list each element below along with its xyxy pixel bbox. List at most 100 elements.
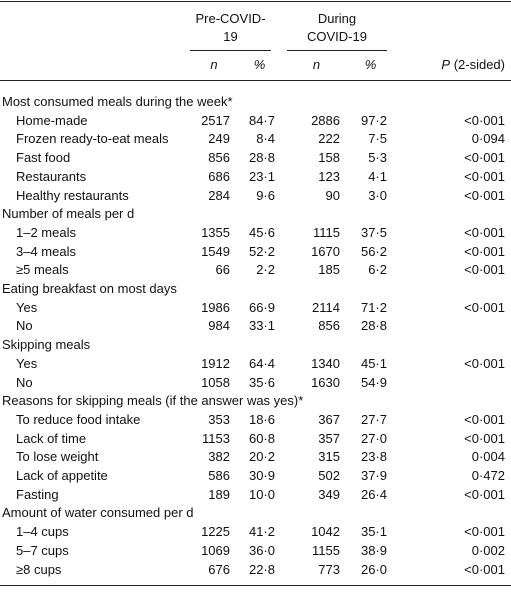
cell-value: 2886 (311, 112, 340, 128)
p-value: 0·002 (471, 542, 505, 558)
section-row: Eating breakfast on most days (0, 280, 511, 299)
cell-value: 60·8 (248, 430, 275, 446)
cell-value: 1225 (201, 524, 230, 540)
cell-value: 676 (208, 561, 230, 577)
p-value: <0·001 (464, 112, 505, 128)
cell-value: 1069 (201, 542, 230, 558)
data-row: 3–4 meals 1549 52·2 1670 56·2 <0·001 (0, 243, 511, 262)
section-row: Amount of water consumed per d (0, 504, 511, 523)
p-value (387, 317, 511, 336)
cell-value: 35·6 (248, 374, 275, 390)
cell-value: 26·4 (360, 486, 387, 502)
row-label: No (16, 318, 33, 334)
cell-value: 123 (318, 168, 340, 184)
data-row: 1–2 meals 1355 45·6 1115 37·5 <0·001 (0, 224, 511, 243)
section-row: Most consumed meals during the week* (0, 81, 511, 112)
cell-value: 6·2 (368, 262, 387, 278)
cell-value: 20·2 (248, 449, 275, 465)
p-value: <0·001 (464, 150, 505, 166)
data-row: Lack of appetite 586 30·9 502 37·9 0·472 (0, 467, 511, 486)
row-label: Fast food (16, 150, 71, 166)
cell-value: 1058 (201, 374, 230, 390)
row-label: 1–2 meals (16, 224, 76, 240)
cell-value: 249 (208, 131, 230, 147)
group-header: Pre-COVID-19 (190, 10, 271, 51)
section-title: Reasons for skipping meals (if the answe… (2, 393, 304, 409)
cell-value: 33·1 (248, 318, 275, 334)
cell-value: 26·0 (360, 561, 387, 577)
group-header: During COVID-19 (287, 10, 387, 51)
p-value: <0·001 (464, 168, 505, 184)
p-value (387, 374, 511, 393)
data-row: Yes 1986 66·9 2114 71·2 <0·001 (0, 299, 511, 318)
cell-value: 984 (208, 318, 230, 334)
section-title: Number of meals per d (2, 206, 135, 222)
cell-value: 185 (318, 262, 340, 278)
cell-value: 856 (208, 150, 230, 166)
data-row: Lack of time 1153 60·8 357 27·0 <0·001 (0, 430, 511, 449)
cell-value: 23·1 (248, 168, 275, 184)
cell-value: 1630 (311, 374, 340, 390)
section-title: Amount of water consumed per d (2, 505, 194, 521)
cell-value: 97·2 (360, 112, 387, 128)
section-row: Number of meals per d (0, 205, 511, 224)
cell-value: 27·7 (360, 411, 387, 427)
cell-value: 773 (318, 561, 340, 577)
data-row: ≥5 meals 66 2·2 185 6·2 <0·001 (0, 261, 511, 280)
cell-value: 52·2 (248, 243, 275, 259)
p-value: <0·001 (464, 411, 505, 427)
p-value: <0·001 (464, 243, 505, 259)
cell-value: 502 (318, 468, 340, 484)
cell-value: 64·4 (248, 355, 275, 371)
row-label: Lack of time (16, 430, 87, 446)
cell-value: 5·3 (368, 150, 387, 166)
cell-value: 8·4 (256, 131, 275, 147)
column-header-row: n% n% P (2-sided) (0, 51, 511, 81)
cell-value: 28·8 (360, 318, 387, 334)
data-row: No 984 33·1 856 28·8 (0, 317, 511, 336)
section-row: Reasons for skipping meals (if the answe… (0, 392, 511, 411)
data-row: Yes 1912 64·4 1340 45·1 <0·001 (0, 355, 511, 374)
row-label: Home-made (16, 112, 88, 128)
row-label: 1–4 cups (16, 524, 69, 540)
p-value: <0·001 (464, 524, 505, 540)
row-label: No (16, 374, 33, 390)
cell-value: 1912 (201, 355, 230, 371)
column-header: % (340, 51, 387, 81)
data-row: 1–4 cups 1225 41·2 1042 35·1 <0·001 (0, 523, 511, 542)
cell-value: 2114 (312, 299, 340, 315)
cell-value: 90 (325, 187, 340, 203)
cell-value: 1155 (312, 542, 340, 558)
cell-value: 1549 (201, 243, 230, 259)
cell-value: 2517 (201, 112, 230, 128)
cell-value: 2·2 (256, 262, 275, 278)
data-row: No 1058 35·6 1630 54·9 (0, 374, 511, 393)
cell-value: 22·8 (248, 561, 275, 577)
p-value: 0·094 (471, 131, 505, 147)
cell-value: 586 (208, 468, 230, 484)
column-header: P (2-sided) (387, 51, 511, 81)
cell-value: 56·2 (360, 243, 387, 259)
cell-value: 189 (208, 486, 230, 502)
p-value: <0·001 (464, 262, 505, 278)
row-label: Yes (16, 299, 38, 315)
cell-value: 37·5 (360, 224, 387, 240)
cell-value: 1986 (201, 299, 230, 315)
row-label: To lose weight (16, 449, 99, 465)
section-title: Skipping meals (2, 337, 91, 353)
row-label: Lack of appetite (16, 468, 108, 484)
row-label: Fasting (16, 486, 59, 502)
cell-value: 1355 (201, 224, 230, 240)
data-row: Home-made 2517 84·7 2886 97·2 <0·001 (0, 112, 511, 131)
cell-value: 28·8 (248, 150, 275, 166)
cell-value: 35·1 (360, 524, 387, 540)
cell-value: 37·9 (360, 468, 387, 484)
cell-value: 686 (208, 168, 230, 184)
data-row: Healthy restaurants 284 9·6 90 3·0 <0·001 (0, 187, 511, 206)
column-header: n (180, 51, 230, 81)
cell-value: 367 (318, 411, 340, 427)
cell-value: 38·9 (360, 542, 387, 558)
row-label: Restaurants (16, 168, 87, 184)
row-label: 3–4 meals (16, 243, 76, 259)
